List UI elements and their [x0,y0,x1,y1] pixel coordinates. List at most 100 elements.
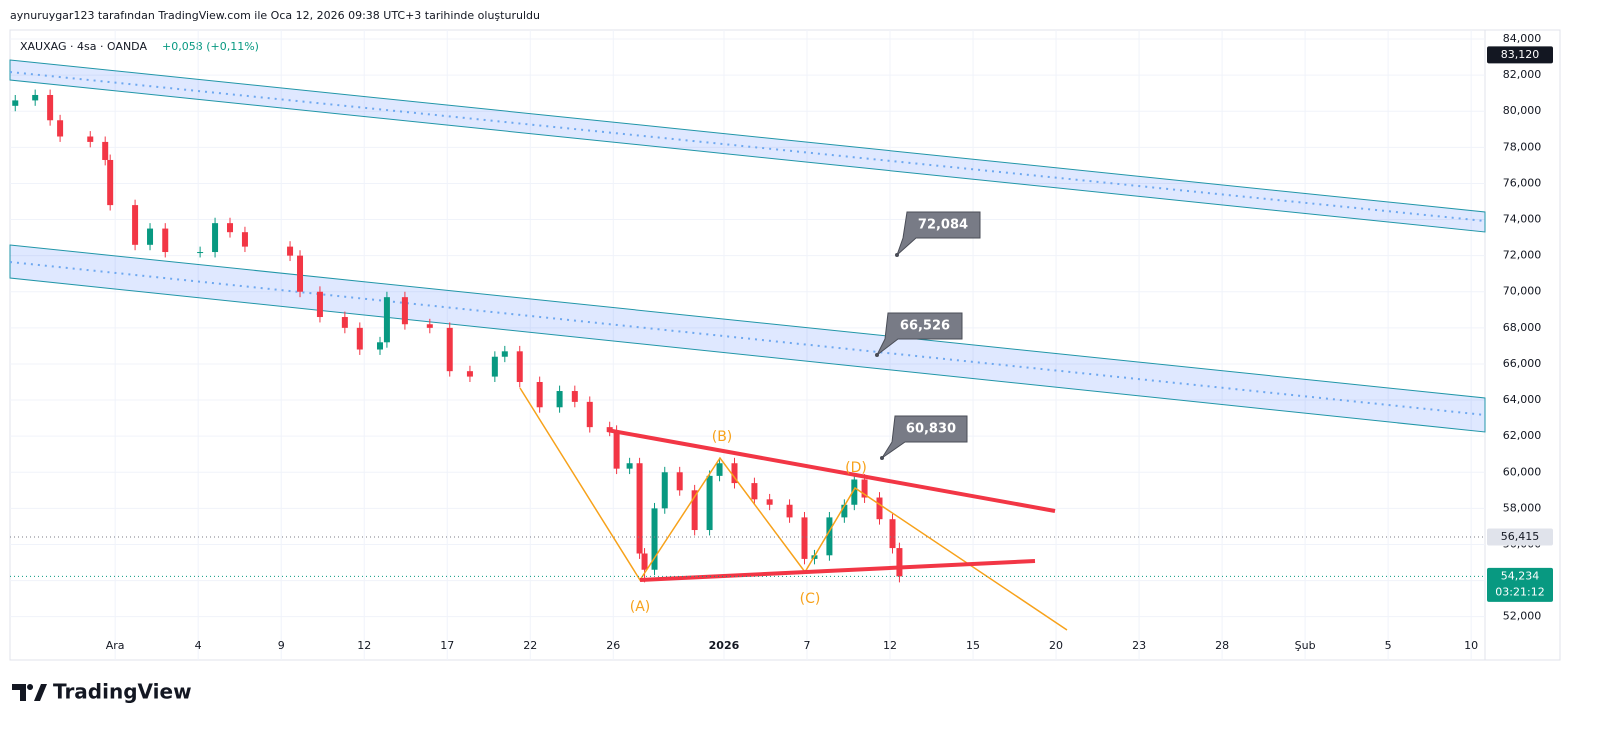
x-tick-label: 17 [440,639,454,652]
y-tick-label: 84,000 [1503,32,1542,45]
candle-body [731,463,738,484]
candle-body [501,351,508,357]
price-badge-label: 83,120 [1501,48,1540,61]
candle-body [297,255,304,292]
candle-body [376,342,383,350]
logo-text: TradingView [53,680,192,704]
channels [9,59,1486,433]
x-tick-label: 23 [1132,639,1146,652]
y-tick-label: 80,000 [1503,104,1542,117]
x-tick-label: 15 [966,639,980,652]
candle-body [636,463,643,554]
y-tick-label: 74,000 [1503,213,1542,226]
candle-body [212,223,219,253]
channel-lower [9,244,1486,433]
candle-body [641,553,648,570]
candle-body [12,100,19,106]
candle-body [147,228,154,245]
symbol: XAUXAG · 4sa · OANDA [20,40,147,53]
callout-text: 72,084 [918,218,968,233]
candle-body [841,504,848,518]
candle-body [57,120,64,137]
candle-body [706,475,713,531]
countdown: 03:21:12 [1495,585,1544,598]
callout [876,312,963,356]
candles [12,89,903,583]
logo: TradingView [12,680,192,704]
candle-body [102,141,109,160]
x-tick-label: 20 [1049,639,1063,652]
candle-body [536,382,543,408]
chart-frame [9,29,1561,661]
candle-body [586,401,593,428]
x-tick-label: 12 [883,639,897,652]
candle-body [491,356,498,377]
candle-body [32,94,39,101]
y-tick-label: 68,000 [1503,321,1542,334]
callouts: 72,084 66,526 60,830 [875,211,981,460]
y-tick-label: 64,000 [1503,393,1542,406]
candle-body [571,391,578,402]
wave-label: (B) [712,429,733,445]
x-tick-label: 7 [803,639,810,652]
candle-body [316,291,323,318]
candle-body [751,483,758,500]
y-tick-label: 58,000 [1503,501,1542,514]
candle-body [676,472,683,491]
candle-body [716,463,723,476]
candle-body [197,252,204,254]
candle-body [516,351,523,383]
wave-label: (C) [800,591,821,607]
x-tick-label: 9 [278,639,285,652]
candle-body [826,517,833,556]
price-badge [1487,567,1553,602]
y-tick-label: 66,000 [1503,357,1542,370]
candle-body [446,327,453,372]
candle-body [241,232,248,247]
y-tick-label: 82,000 [1503,68,1542,81]
callout-dot [875,353,879,357]
callout [881,415,968,459]
price-badge [1487,528,1553,546]
candle-body [786,504,793,518]
candle-body [132,205,139,245]
candle-body [651,508,658,570]
candle-body [861,479,868,498]
candle-body [401,297,408,325]
y-tick-label: 62,000 [1503,429,1542,442]
y-tick-label: 78,000 [1503,140,1542,153]
wave-label: (D) [845,460,867,476]
candle-body [426,324,433,328]
x-tick-label: 28 [1215,639,1229,652]
y-tick-label: 60,000 [1503,465,1542,478]
channel-upper [9,59,1486,233]
x-tick-label: 5 [1385,639,1392,652]
y-tick-label: 52,000 [1503,610,1542,623]
candle-body [47,94,54,121]
change: +0,058 (+0,11%) [162,40,259,53]
callout-dot [880,456,884,460]
candle-body [613,430,620,469]
candle-body [356,327,363,350]
trend-line [606,428,1056,513]
candle-body [341,317,348,328]
logo-mark [12,684,47,701]
y-tick-label: 72,000 [1503,249,1542,262]
candle-body [107,159,114,206]
candle-body [851,479,858,505]
x-tick-label: 12 [357,639,371,652]
y-tick-label: 70,000 [1503,285,1542,298]
candle-body [287,246,294,256]
callout-dot [895,253,899,257]
caption: aynuruygar123 tarafından TradingView.com… [10,9,540,22]
candle-body [227,223,234,233]
candle-body [626,463,633,469]
pattern: (A) (B) (C) (D) [519,387,1068,631]
candle-body [383,297,390,343]
callout-text: 66,526 [900,319,950,334]
trend-line [639,559,1036,582]
x-tick-label: 2026 [709,639,740,652]
x-tick-label: 10 [1464,639,1478,652]
candle-body [466,371,473,377]
